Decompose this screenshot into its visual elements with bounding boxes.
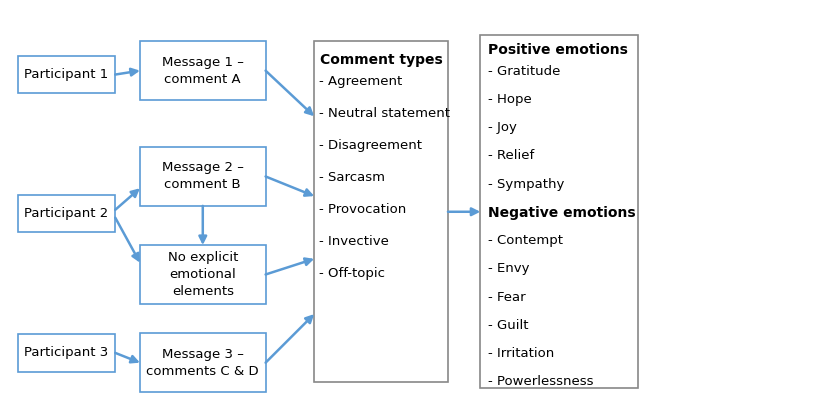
Text: - Provocation: - Provocation: [318, 203, 406, 216]
Text: - Gratitude: - Gratitude: [488, 65, 561, 78]
Text: No explicit
emotional
elements: No explicit emotional elements: [168, 251, 238, 298]
FancyBboxPatch shape: [480, 35, 638, 388]
Text: - Envy: - Envy: [488, 262, 529, 275]
FancyBboxPatch shape: [18, 56, 115, 93]
Text: Positive emotions: Positive emotions: [488, 43, 628, 57]
Text: Participant 3: Participant 3: [25, 346, 108, 359]
FancyBboxPatch shape: [140, 245, 265, 304]
FancyBboxPatch shape: [18, 334, 115, 372]
Text: - Agreement: - Agreement: [318, 74, 402, 88]
Text: - Guilt: - Guilt: [488, 319, 528, 332]
Text: - Disagreement: - Disagreement: [318, 139, 422, 152]
Text: - Invective: - Invective: [318, 235, 389, 248]
Text: - Joy: - Joy: [488, 121, 517, 134]
Text: - Off-topic: - Off-topic: [318, 268, 385, 280]
Text: Negative emotions: Negative emotions: [488, 206, 636, 220]
FancyBboxPatch shape: [314, 41, 448, 382]
Text: Message 1 –
comment A: Message 1 – comment A: [162, 56, 244, 86]
Text: - Relief: - Relief: [488, 150, 534, 162]
Text: - Fear: - Fear: [488, 290, 526, 304]
Text: - Powerlessness: - Powerlessness: [488, 375, 594, 388]
Text: - Sarcasm: - Sarcasm: [318, 171, 385, 184]
Text: - Contempt: - Contempt: [488, 234, 563, 247]
Text: - Hope: - Hope: [488, 93, 532, 106]
Text: - Irritation: - Irritation: [488, 347, 554, 360]
FancyBboxPatch shape: [18, 195, 115, 232]
FancyBboxPatch shape: [140, 147, 265, 206]
Text: - Neutral statement: - Neutral statement: [318, 107, 450, 120]
FancyBboxPatch shape: [140, 41, 265, 100]
Text: - Sympathy: - Sympathy: [488, 178, 565, 191]
Text: Message 2 –
comment B: Message 2 – comment B: [162, 162, 244, 192]
Text: Message 3 –
comments C & D: Message 3 – comments C & D: [146, 348, 259, 378]
Text: Participant 2: Participant 2: [25, 207, 108, 220]
Text: Comment types: Comment types: [320, 53, 442, 67]
Text: Participant 1: Participant 1: [25, 68, 108, 81]
FancyBboxPatch shape: [140, 333, 265, 392]
